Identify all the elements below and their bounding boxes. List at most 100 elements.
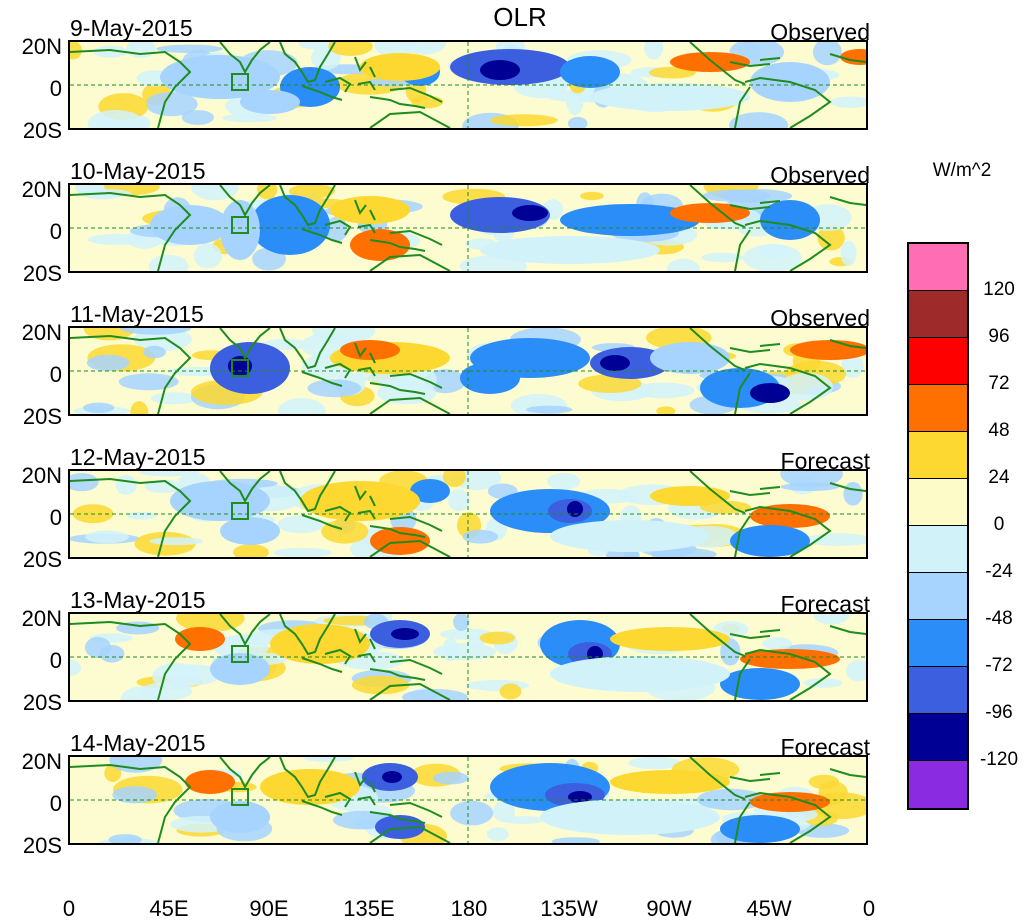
anomaly-patch [467,637,485,647]
anomaly-patch [152,662,202,690]
lon-label: 135W [540,896,598,921]
lon-label: 0 [62,896,76,921]
region-box [231,502,249,520]
anomaly-patch [742,244,802,271]
lon-label: 0 [862,896,876,921]
anomaly-patch [108,834,142,843]
coastline [219,185,271,218]
anomaly-blob [240,90,300,114]
anomaly-blob [600,355,630,371]
anomaly-patch [148,254,189,271]
colorbar-tick-label: 120 [983,279,1015,300]
coastline [354,342,376,364]
anomaly-patch [83,402,115,413]
coastline [219,328,271,361]
anomaly-patch [145,92,198,117]
coastline [301,362,426,395]
anomaly-blob [300,481,420,521]
anomaly-blob [730,525,810,557]
lat-label: 0 [49,648,62,673]
anomaly-patch [525,405,573,414]
anomaly-patch [257,185,278,200]
anomaly-patch [400,42,447,55]
anomaly-patch [262,338,309,350]
coastline [279,328,336,370]
coastline [279,614,336,656]
olr-map [68,40,868,130]
colorbar-swatch [909,432,967,479]
anomaly-blob [210,653,270,685]
coastline [301,219,426,252]
lon-label: 90W [646,896,692,921]
panel-date: 9-May-2015 [70,15,193,41]
lat-label: 20N [21,320,62,345]
olr-contour-field [70,614,866,700]
colorbar-tick-label: -24 [985,561,1013,582]
anomaly-patch [118,373,179,391]
lon-label: 90E [249,896,289,921]
coastline [829,768,866,778]
olr-map [68,183,868,273]
coastline [354,199,376,221]
region-box [231,73,249,91]
coastline [219,757,271,790]
colorbar-swatch [909,244,967,291]
lat-label: 20S [22,690,62,715]
lat-label: 20N [21,463,62,488]
lat-label: 20S [22,404,62,429]
coastline [689,42,746,85]
anomaly-patch [143,345,166,359]
anomaly-patch [547,473,581,490]
anomaly-blob [550,656,730,692]
anomaly-patch [502,816,544,825]
lon-label: 45E [149,896,189,921]
colorbar-tick-label: -120 [979,749,1019,770]
panel-date: 10-May-2015 [70,158,206,184]
anomaly-blob [210,801,270,833]
coastline [734,76,832,128]
anomaly-patch [551,837,600,843]
colorbar-tick-label: 0 [993,514,1005,535]
anomaly-patch [99,645,125,663]
colorbar-tick-label: -96 [985,702,1013,723]
olr-map [68,612,868,702]
lat-label: 0 [49,505,62,530]
anomaly-patch [233,544,269,557]
lat-label: 0 [49,219,62,244]
panel-6: 14-May-2015 Forecast 20N 0 20S [0,731,1028,859]
coastline [301,505,426,538]
olr-contour-field [70,471,866,557]
anomaly-blob [720,668,800,700]
colorbar-swatch [909,291,967,338]
anomaly-patch [156,44,223,53]
anomaly-patch [288,185,335,199]
anomaly-patch [729,112,789,128]
coastline [70,191,192,271]
coastline [689,185,746,228]
anomaly-patch [453,614,470,631]
anomaly-patch [442,638,459,662]
panel-date: 14-May-2015 [70,730,206,756]
anomaly-patch [115,475,137,495]
coastline [219,614,271,647]
coastline [279,471,336,513]
anomaly-patch [492,800,515,822]
coastline [70,620,192,700]
coastline [279,185,336,227]
coastline [369,801,451,843]
coastline [301,648,426,681]
anomaly-blob [480,60,520,80]
coastline [354,628,376,650]
anomaly-patch [86,354,130,372]
coastline [734,791,832,843]
coastline [369,372,451,414]
olr-contour-field [70,185,866,271]
anomaly-blob [160,55,280,99]
coastline [70,477,192,557]
anomaly-patch [351,675,410,695]
coastline [301,791,426,824]
anomaly-patch [328,42,373,56]
colorbar-swatch [909,338,967,385]
anomaly-patch [85,530,129,544]
region-box [231,216,249,234]
